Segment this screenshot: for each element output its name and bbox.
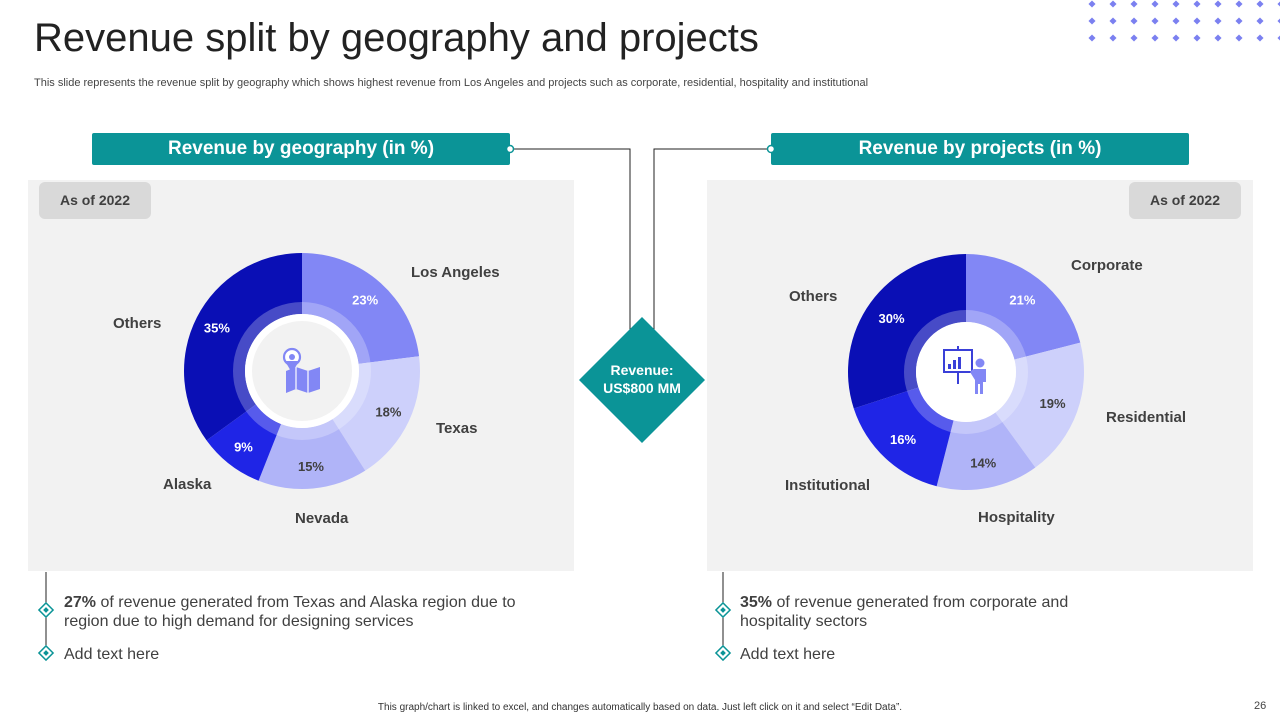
geography-note-line2: region due to high demand for designing … bbox=[64, 613, 414, 630]
projects-header: Revenue by projects (in %) bbox=[771, 133, 1189, 165]
projects-note: 35% of revenue generated from corporate … bbox=[740, 593, 1260, 631]
slice-value-label: 9% bbox=[234, 439, 253, 454]
category-label-alaska: Alaska bbox=[163, 476, 212, 493]
dot-grid-decoration bbox=[1088, 0, 1280, 42]
slice-value-label: 15% bbox=[298, 459, 324, 474]
geography-note-value: 27% bbox=[64, 594, 97, 611]
category-label-others-proj: Others bbox=[789, 288, 838, 305]
slice-value-label: 16% bbox=[890, 432, 916, 447]
donut-slice-corporate bbox=[966, 254, 1081, 360]
category-label-others-geo: Others bbox=[113, 315, 162, 332]
category-label-los-angeles: Los Angeles bbox=[411, 264, 500, 281]
category-label-texas: Texas bbox=[436, 420, 478, 437]
slice-value-label: 30% bbox=[879, 311, 905, 326]
donut-slice-others bbox=[848, 254, 966, 409]
right-bullet-2 bbox=[714, 644, 732, 662]
slice-value-label: 19% bbox=[1040, 396, 1066, 411]
connector-left bbox=[510, 148, 631, 330]
category-label-corporate: Corporate bbox=[1071, 257, 1143, 274]
connector-right-dot bbox=[766, 144, 776, 154]
donut-slice-texas bbox=[332, 356, 420, 471]
projects-note-value: 35% bbox=[740, 594, 773, 611]
geography-header: Revenue by geography (in %) bbox=[92, 133, 510, 165]
revenue-label: Revenue: bbox=[610, 362, 674, 378]
presentation-icon bbox=[943, 346, 986, 394]
donut-slice-others bbox=[184, 253, 302, 441]
footer-note: This graph/chart is linked to excel, and… bbox=[377, 702, 903, 713]
projects-note-line2: hospitality sectors bbox=[740, 613, 868, 630]
geography-year-badge: As of 2022 bbox=[39, 182, 151, 219]
category-label-residential: Residential bbox=[1106, 409, 1187, 426]
connector-right bbox=[653, 148, 771, 330]
revenue-diamond-text: Revenue: US$800 MM bbox=[582, 361, 702, 397]
page-number: 26 bbox=[1254, 700, 1267, 712]
geography-add-text[interactable]: Add text here bbox=[64, 646, 160, 663]
map-pin-icon bbox=[282, 347, 320, 393]
revenue-value: US$800 MM bbox=[603, 380, 681, 396]
left-bullet-1 bbox=[37, 601, 55, 619]
slice-value-label: 18% bbox=[375, 405, 401, 420]
geography-note-line1: of revenue generated from Texas and Alas… bbox=[96, 594, 516, 611]
donut-slice-nevada bbox=[258, 419, 366, 489]
slice-value-label: 14% bbox=[970, 455, 996, 470]
donut-slice-institutional bbox=[853, 387, 954, 487]
donut-slice-hospitality bbox=[936, 412, 1036, 490]
projects-note-line1: of revenue generated from corporate and bbox=[772, 594, 1069, 611]
slice-value-label: 35% bbox=[204, 321, 230, 336]
slide-title: Revenue split by geography and projects bbox=[34, 16, 759, 60]
slice-value-label: 23% bbox=[352, 292, 378, 307]
projects-add-text[interactable]: Add text here bbox=[740, 646, 836, 663]
slide-subtitle: This slide represents the revenue split … bbox=[34, 77, 869, 89]
category-label-nevada: Nevada bbox=[295, 510, 349, 527]
category-label-institutional: Institutional bbox=[785, 477, 870, 494]
connector-left-dot bbox=[505, 144, 515, 154]
slice-value-label: 21% bbox=[1009, 292, 1035, 307]
geography-note: 27% of revenue generated from Texas and … bbox=[64, 593, 584, 631]
category-label-hospitality: Hospitality bbox=[978, 509, 1055, 526]
right-bullet-1 bbox=[714, 601, 732, 619]
donut-slice-alaska bbox=[206, 404, 282, 481]
revenue-diamond bbox=[579, 317, 705, 443]
donut-slice-residential bbox=[995, 342, 1084, 468]
left-bullet-2 bbox=[37, 644, 55, 662]
donut-slice-los-angeles bbox=[302, 253, 420, 364]
projects-year-badge: As of 2022 bbox=[1129, 182, 1241, 219]
